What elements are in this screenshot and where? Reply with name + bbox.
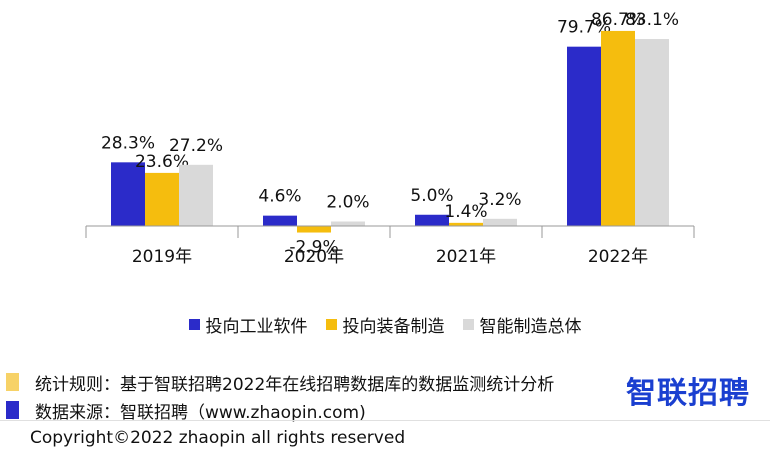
legend-swatch	[188, 319, 200, 330]
zhaopin-logo: 智联招聘	[626, 376, 750, 411]
data-label: 83.1%	[625, 10, 679, 30]
bar-2020年-2	[331, 221, 365, 226]
chart-notes: 统计规则：基于智联招聘2022年在线招聘数据库的数据监测统计分析 数据来源：智联…	[6, 368, 554, 424]
chart-legend: 投向工业软件 投向装备制造 智能制造总体	[0, 312, 770, 337]
note-rule-text: 统计规则：基于智联招聘2022年在线招聘数据库的数据监测统计分析	[35, 374, 555, 395]
bar-2020年-1	[297, 226, 331, 233]
data-label: 28.3%	[101, 133, 155, 153]
note-marker-yellow	[6, 373, 19, 391]
legend-item-industrial-software: 投向工业软件	[188, 312, 308, 337]
note-rule: 统计规则：基于智联招聘2022年在线招聘数据库的数据监测统计分析	[6, 368, 554, 396]
bar-2022年-0	[567, 46, 601, 226]
x-tick-label: 2019年	[132, 247, 192, 267]
data-label: 23.6%	[135, 152, 189, 172]
data-label: 27.2%	[169, 136, 223, 156]
data-label: 4.6%	[258, 187, 301, 207]
x-tick-label: 2020年	[284, 247, 344, 267]
data-label: 5.0%	[410, 186, 453, 206]
legend-swatch	[325, 319, 337, 330]
bar-2019年-1	[145, 172, 179, 226]
note-source-text: 数据来源：智联招聘（www.zhaopin.com)	[35, 402, 366, 423]
data-label: 3.2%	[478, 190, 521, 210]
bar-2021年-0	[415, 214, 449, 226]
bar-2020年-0	[263, 215, 297, 226]
data-label: 1.4%	[444, 202, 487, 222]
x-tick-label: 2022年	[588, 247, 648, 267]
bar-2022年-1	[601, 30, 635, 226]
copyright-text: Copyright©2022 zhaopin all rights reserv…	[30, 428, 406, 448]
legend-label: 智能制造总体	[479, 317, 582, 337]
data-label: 86.7%	[591, 10, 645, 30]
bar-2019年-2	[179, 164, 213, 226]
bar-chart: 28.3%23.6%27.2% 2019年 4.6% -2.9% 2.0% 2020年 5.…	[85, 10, 695, 267]
data-label: 2.0%	[326, 193, 369, 213]
divider	[0, 420, 770, 421]
bar-2021年-1	[449, 222, 483, 226]
legend-swatch	[462, 319, 474, 330]
x-tick-label: 2021年	[436, 247, 496, 267]
bar-2021年-2	[483, 218, 517, 226]
note-marker-blue	[6, 401, 19, 419]
legend-label: 投向工业软件	[205, 317, 308, 337]
note-source: 数据来源：智联招聘（www.zhaopin.com)	[6, 396, 554, 424]
bar-2022年-2	[635, 39, 669, 227]
legend-item-smart-manufacturing-total: 智能制造总体	[462, 312, 582, 337]
data-label: -2.9%	[289, 238, 338, 258]
data-label: 79.7%	[557, 18, 611, 38]
legend-label: 投向装备制造	[342, 317, 445, 337]
bar-2019年-0	[111, 162, 145, 226]
legend-item-equipment-manufacturing: 投向装备制造	[325, 312, 445, 337]
